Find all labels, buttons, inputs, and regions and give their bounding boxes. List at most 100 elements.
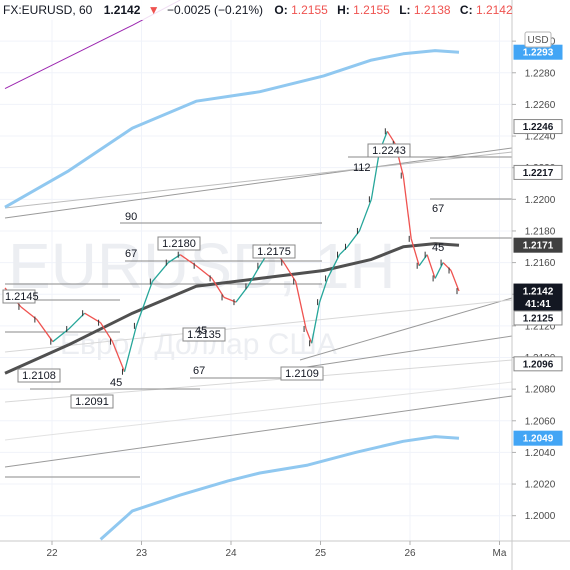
price-segment bbox=[211, 278, 225, 298]
price-segment bbox=[111, 341, 126, 372]
price-tag-box bbox=[513, 119, 563, 135]
annotation-1-2109: 1.2109 bbox=[280, 366, 324, 381]
open-label: O: bbox=[274, 3, 287, 17]
annotation-box bbox=[157, 236, 201, 251]
price-tag-label: 1.2096 bbox=[523, 359, 554, 370]
annotation-box bbox=[17, 368, 61, 383]
watermark-main: EURUSD, 1H bbox=[8, 230, 396, 302]
annotation-count-67: 67 bbox=[432, 203, 444, 215]
last-price: 1.2142 bbox=[104, 3, 141, 17]
price-tag-box bbox=[513, 356, 563, 372]
price-layer bbox=[4, 128, 460, 375]
annotation-count-45: 45 bbox=[110, 377, 122, 389]
annotation-1-2243: 1.2243 bbox=[367, 143, 411, 158]
high-value: 1.2155 bbox=[353, 3, 390, 17]
minor-trend-line-lower bbox=[299, 335, 513, 369]
price-segment bbox=[52, 328, 70, 343]
trend-lines bbox=[4, 147, 513, 468]
annotation-label: 1.2135 bbox=[187, 329, 221, 341]
series-line-lower-band bbox=[99, 435, 460, 541]
annotation-box bbox=[252, 244, 296, 259]
y-tick-label: 1.2060 bbox=[525, 416, 556, 427]
open-value: 1.2155 bbox=[291, 3, 328, 17]
header-legend: FX:EURUSD, 60 1.2142 ▼ −0.0025 (−0.21%) … bbox=[0, 0, 513, 20]
channel-top-line bbox=[4, 147, 513, 219]
price-segment bbox=[84, 312, 101, 324]
price-segment bbox=[402, 175, 412, 239]
minor-trend-line-upper bbox=[299, 297, 513, 361]
header-text: FX:EURUSD, 60 1.2142 ▼ −0.0025 (−0.21%) … bbox=[3, 3, 513, 17]
header-backdrop bbox=[0, 0, 480, 20]
y-tick-label: 1.2280 bbox=[525, 68, 556, 79]
y-tick-label: 1.2040 bbox=[525, 448, 556, 459]
annotation-box bbox=[182, 327, 226, 342]
annotation-label: 1.2091 bbox=[75, 396, 109, 408]
price-tag-label: 1.2171 bbox=[523, 241, 554, 252]
annotation-box bbox=[280, 366, 324, 381]
price-segment bbox=[295, 281, 307, 330]
price-segment bbox=[195, 265, 213, 279]
x-tick-label: 22 bbox=[46, 548, 58, 559]
x-tick-label: Ma bbox=[493, 548, 507, 559]
annotation-1-2135: 1.2135 bbox=[182, 327, 226, 342]
price-tag-label: 1.2246 bbox=[523, 122, 554, 133]
y-tick-label: 1.2260 bbox=[525, 100, 556, 111]
price-tag-box bbox=[513, 283, 563, 311]
annotation-box bbox=[2, 289, 36, 304]
currency-button-box[interactable] bbox=[524, 31, 552, 48]
price-segment bbox=[123, 325, 138, 372]
x-tick-label: 26 bbox=[404, 548, 416, 559]
low-value: 1.2138 bbox=[414, 3, 451, 17]
annotation-count-67: 67 bbox=[193, 365, 205, 377]
price-segment bbox=[339, 246, 348, 256]
price-tag-box bbox=[513, 310, 563, 326]
price-segment bbox=[247, 265, 261, 287]
price-tag-label: 1.2142 bbox=[523, 287, 554, 298]
channel-bottom-line bbox=[4, 395, 513, 468]
low-label: L: bbox=[399, 3, 410, 17]
price-segment bbox=[179, 254, 197, 267]
y-tick-label: 1.2020 bbox=[525, 480, 556, 491]
price-segment bbox=[100, 322, 114, 343]
price-segment bbox=[426, 254, 436, 279]
currency-button-label[interactable]: USD bbox=[527, 35, 548, 46]
annotation-label: 1.2243 bbox=[372, 145, 406, 157]
annotation-1-2091: 1.2091 bbox=[70, 394, 114, 409]
price-segment bbox=[442, 262, 452, 271]
change-arrow-icon: ▼ bbox=[148, 3, 160, 17]
price-segment bbox=[135, 281, 153, 327]
y-tick-label: 1.2000 bbox=[525, 511, 556, 522]
price-segment bbox=[434, 262, 444, 279]
annotation-label: 1.2109 bbox=[285, 368, 319, 380]
fib-line bbox=[4, 151, 513, 209]
price-tag-box bbox=[513, 430, 563, 446]
countdown-label: 41:41 bbox=[525, 299, 551, 310]
price-segment bbox=[20, 306, 38, 321]
fib-line bbox=[4, 299, 513, 353]
y-tick-label: 1.2180 bbox=[525, 226, 556, 237]
close-value: 1.2142 bbox=[476, 3, 513, 17]
price-segment bbox=[410, 238, 420, 266]
x-axis-ticks: 22 23 24 25 26 Ma bbox=[46, 541, 507, 559]
close-label: C: bbox=[460, 3, 473, 17]
price-tag-box bbox=[513, 237, 563, 253]
high-label: H: bbox=[337, 3, 350, 17]
level-annotations: 1.2243 1.2180 1.2175 1.2145 1.2135 1.210… bbox=[2, 143, 444, 409]
currency-button[interactable]: USD bbox=[524, 31, 552, 48]
series-line-upper-band bbox=[4, 49, 460, 209]
price-tag-label: 1.2293 bbox=[523, 48, 554, 59]
annotation-1-2108: 1.2108 bbox=[17, 368, 61, 383]
x-tick-label: 24 bbox=[225, 548, 237, 559]
y-tick-label: 1.2240 bbox=[525, 132, 556, 143]
price-tag-label: 1.2217 bbox=[523, 168, 554, 179]
annotation-box bbox=[367, 143, 411, 158]
annotation-count-112: 112 bbox=[353, 162, 371, 174]
watermark: EURUSD, 1H Евро / Доллар США bbox=[8, 230, 396, 361]
price-segment bbox=[311, 302, 321, 344]
annotation-count-67: 67 bbox=[125, 248, 137, 260]
annotation-box bbox=[70, 394, 114, 409]
annotation-label: 1.2108 bbox=[22, 370, 56, 382]
